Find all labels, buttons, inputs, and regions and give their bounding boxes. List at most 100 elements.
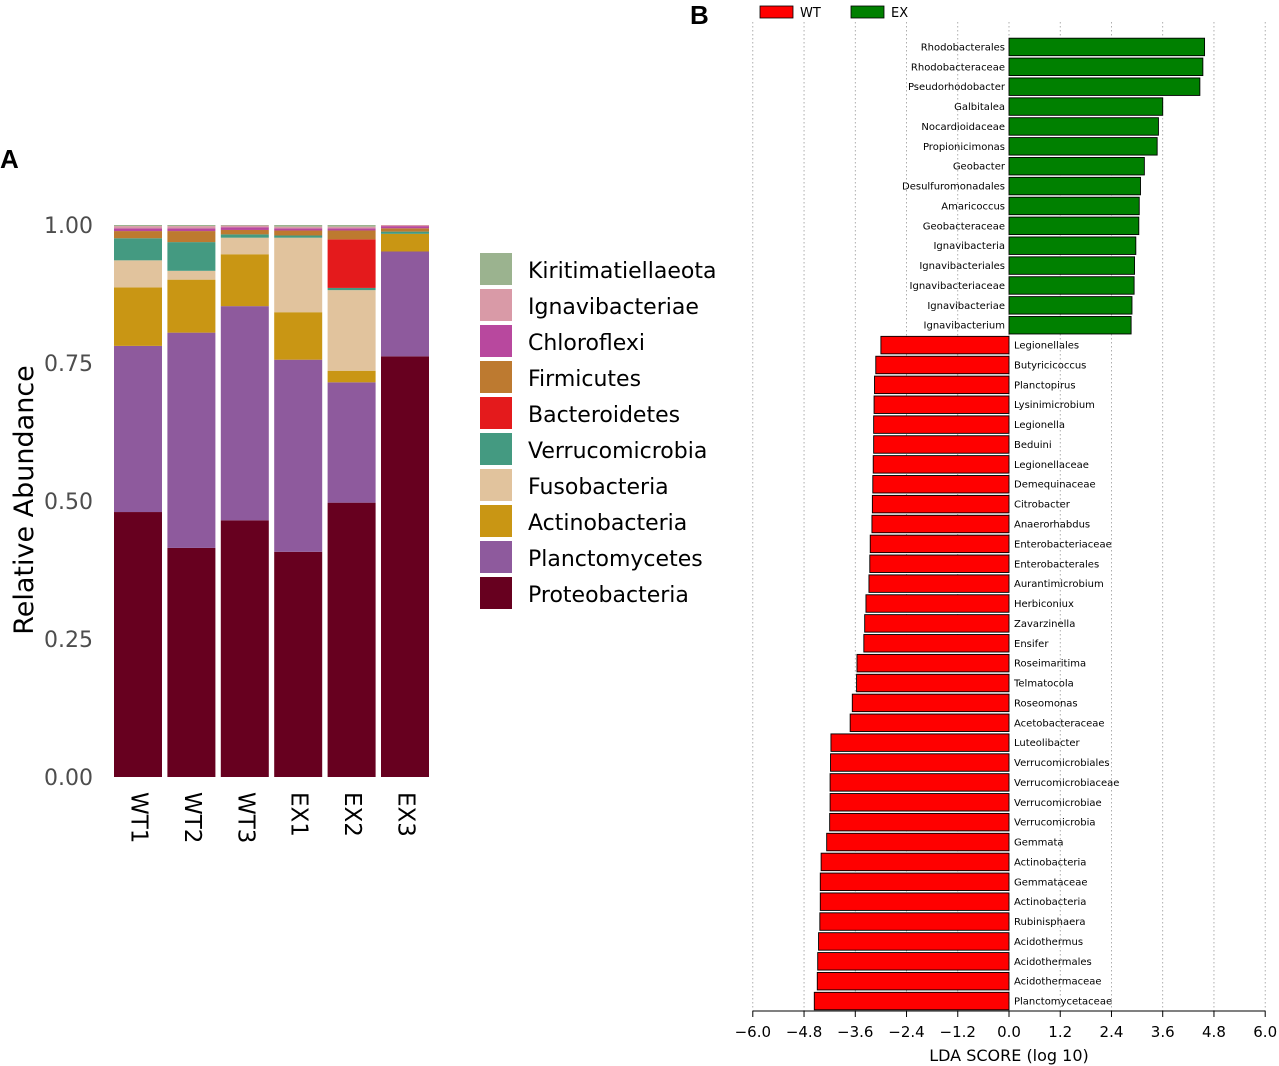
lda-bar-rubinisphaera: [819, 912, 1010, 931]
panel-a-y-axis-title: Relative Abundance: [9, 365, 40, 635]
legend-swatch-chloroflexi: [480, 325, 512, 357]
lda-bar-acidothermales: [817, 952, 1010, 971]
bar-segment-wt2-fusobacteria: [167, 270, 216, 280]
x-tick-label: EX2: [339, 792, 365, 837]
x-tick-label: WT1: [126, 792, 152, 843]
feature-label-acidothermaceae: Acidothermaceae: [1014, 977, 1102, 988]
legend-swatch-kiritimatiellaeota: [480, 253, 512, 285]
x-tick-label: WT3: [232, 792, 258, 843]
bar-segment-ex2-bacteroidetes: [327, 239, 376, 288]
legend-label-fusobacteria: Fusobacteria: [528, 475, 669, 500]
panel-b-x-axis-title: LDA SCORE (log 10): [929, 1046, 1089, 1065]
lda-bar-nocardioidaceae: [1008, 117, 1159, 136]
lda-bar-actinobacteria: [819, 892, 1010, 911]
panel-a-bars: [114, 225, 429, 777]
feature-label-planctomycetaceae: Planctomycetaceae: [1014, 997, 1112, 1008]
lda-bar-ignavibacteriaceae: [1008, 276, 1135, 295]
lda-bar-pseudorhodobacter: [1008, 77, 1201, 96]
feature-label-butyricicoccus: Butyricicoccus: [1014, 360, 1086, 371]
feature-label-ignavibacteria: Ignavibacteria: [933, 241, 1005, 252]
legend-label-ex: EX: [891, 6, 908, 21]
lda-bar-aurantimicrobium: [868, 574, 1010, 593]
lda-bar-acidothermus: [818, 932, 1010, 951]
feature-label-pseudorhodobacter: Pseudorhodobacter: [908, 82, 1006, 93]
feature-label-actinobacteria: Actinobacteria: [1014, 897, 1086, 908]
x-tick-label: 4.8: [1202, 1023, 1226, 1041]
lda-bar-anaerorhabdus: [871, 514, 1010, 534]
bar-segment-ex2-firmicutes: [327, 230, 376, 240]
panel-b-legend: WT EX: [759, 5, 908, 21]
feature-label-galbitalea: Galbitalea: [954, 102, 1005, 113]
feature-label-demequinaceae: Demequinaceae: [1014, 480, 1096, 491]
lda-bar-propionicimonas: [1008, 137, 1158, 156]
feature-label-beduini: Beduini: [1014, 440, 1052, 451]
feature-label-telmatocola: Telmatocola: [1013, 679, 1074, 690]
bar-segment-wt2-kiritimatiellaeota: [167, 225, 216, 227]
x-tick-label: 6.0: [1253, 1023, 1277, 1041]
bar-segment-ex3-chloroflexi: [381, 226, 429, 229]
legend-label-kiritimatiellaeota: Kiritimatiellaeota: [528, 259, 716, 284]
bar-segment-wt3-verrucomicrobia: [220, 234, 269, 238]
panel-b-lda-chart: WT EX Rhodobacterales Rhodobacteraceae Pseu…: [735, 5, 1277, 1065]
bar-segment-wt1-fusobacteria: [114, 260, 162, 288]
lda-bar-lysinimicrobium: [873, 395, 1010, 414]
bar-segment-ex2-ignavibacteriae: [327, 226, 376, 229]
feature-label-actinobacteria: Actinobacteria: [1014, 857, 1086, 868]
feature-label-acetobacteraceae: Acetobacteraceae: [1014, 718, 1105, 729]
legend-swatch-fusobacteria: [480, 469, 512, 501]
feature-label-desulfuromonadales: Desulfuromonadales: [902, 182, 1005, 193]
bar-segment-wt2-firmicutes: [167, 231, 216, 243]
feature-label-geobacter: Geobacter: [953, 162, 1006, 173]
bar-segment-wt2-actinobacteria: [167, 279, 216, 333]
legend-swatch-firmicutes: [480, 361, 512, 393]
feature-label-enterobacterales: Enterobacterales: [1014, 559, 1099, 570]
y-tick-label: 0.75: [44, 352, 93, 377]
bar-segment-ex3-planctomycetes: [381, 251, 429, 357]
lda-bar-ignavibacteriales: [1008, 256, 1135, 275]
bar-segment-ex1-proteobacteria: [274, 551, 323, 777]
panel-b-letter: B: [690, 0, 709, 30]
legend-label-actinobacteria: Actinobacteria: [528, 511, 687, 536]
bar-segment-wt1-firmicutes: [114, 231, 162, 239]
feature-label-rubinisphaera: Rubinisphaera: [1014, 917, 1086, 928]
feature-label-ignavibacteriae: Ignavibacteriae: [927, 301, 1005, 312]
panel-a-letter: A: [0, 144, 19, 174]
x-tick-label: 0.0: [997, 1023, 1021, 1041]
lda-bar-ignavibacteria: [1008, 236, 1137, 255]
legend-label-verrucomicrobia: Verrucomicrobia: [528, 439, 707, 464]
bar-segment-ex3-ignavibacteriae: [381, 225, 429, 227]
y-tick-label: 0.50: [44, 490, 93, 515]
bar-segment-ex1-chloroflexi: [274, 228, 323, 231]
lda-bar-geobacter: [1008, 157, 1145, 176]
x-tick-label: −1.2: [940, 1023, 976, 1041]
bar-segment-ex1-actinobacteria: [274, 312, 323, 360]
legend-label-proteobacteria: Proteobacteria: [528, 583, 689, 608]
feature-label-legionella: Legionella: [1014, 420, 1065, 431]
feature-label-rhodobacteraceae: Rhodobacteraceae: [911, 62, 1005, 73]
bar-segment-wt3-proteobacteria: [220, 520, 269, 777]
bar-segment-wt1-planctomycetes: [114, 345, 162, 513]
lda-bar-legionella: [873, 415, 1010, 434]
feature-label-acidothermus: Acidothermus: [1014, 937, 1083, 948]
x-tick-label: −3.6: [837, 1023, 873, 1041]
bar-segment-ex2-proteobacteria: [327, 502, 376, 777]
feature-label-roseomonas: Roseomonas: [1014, 698, 1078, 709]
lda-bar-verrucomicrobia: [829, 812, 1010, 832]
feature-label-geobacteraceae: Geobacteraceae: [923, 221, 1005, 232]
lda-bar-zavarzinella: [864, 614, 1010, 633]
x-tick-label: −6.0: [735, 1023, 771, 1041]
legend-label-planctomycetes: Planctomycetes: [528, 547, 703, 572]
feature-label-aurantimicrobium: Aurantimicrobium: [1014, 579, 1104, 590]
legend-swatch-verrucomicrobia: [480, 433, 512, 465]
bar-segment-ex3-verrucomicrobia: [381, 231, 429, 234]
feature-label-verrucomicrobiaceae: Verrucomicrobiaceae: [1014, 778, 1119, 789]
legend-swatch-ignavibacteriae: [480, 289, 512, 321]
legend-label-firmicutes: Firmicutes: [528, 367, 641, 392]
bar-segment-ex2-chloroflexi: [327, 228, 376, 231]
bar-segment-wt1-ignavibacteriae: [114, 226, 162, 229]
x-tick-label: EX1: [286, 792, 312, 837]
feature-label-roseimaritima: Roseimaritima: [1014, 659, 1086, 670]
lda-bar-ensifer: [863, 634, 1010, 653]
feature-label-legionellaceae: Legionellaceae: [1014, 460, 1089, 471]
bar-segment-wt1-chloroflexi: [114, 228, 162, 232]
